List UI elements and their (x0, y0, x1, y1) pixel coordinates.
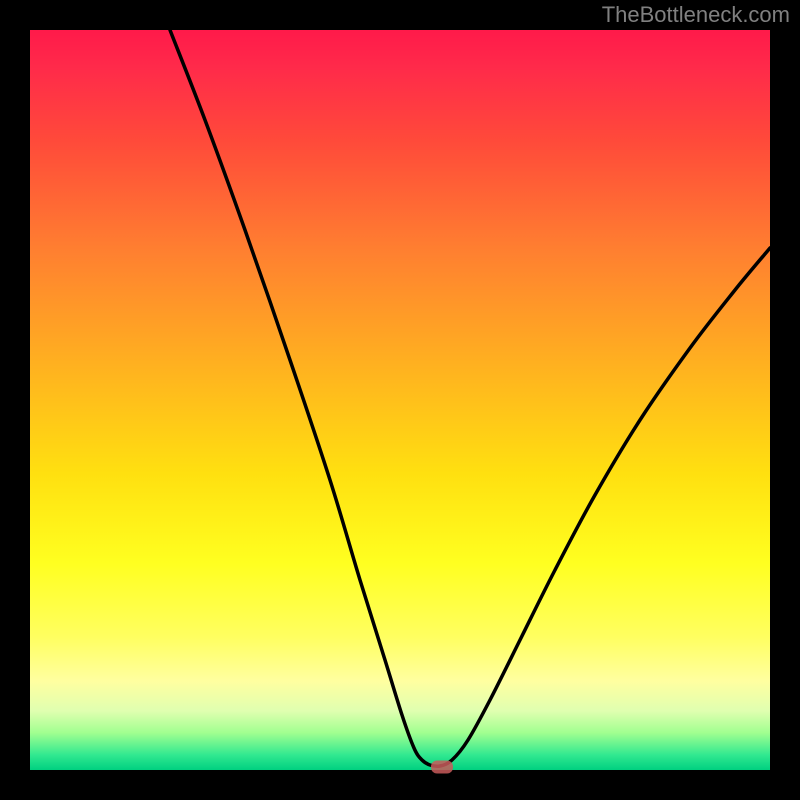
min-marker (431, 761, 453, 774)
watermark-text: TheBottleneck.com (602, 2, 790, 28)
gradient-panel (30, 30, 770, 770)
bottleneck-chart (0, 0, 800, 800)
chart-stage: TheBottleneck.com (0, 0, 800, 800)
